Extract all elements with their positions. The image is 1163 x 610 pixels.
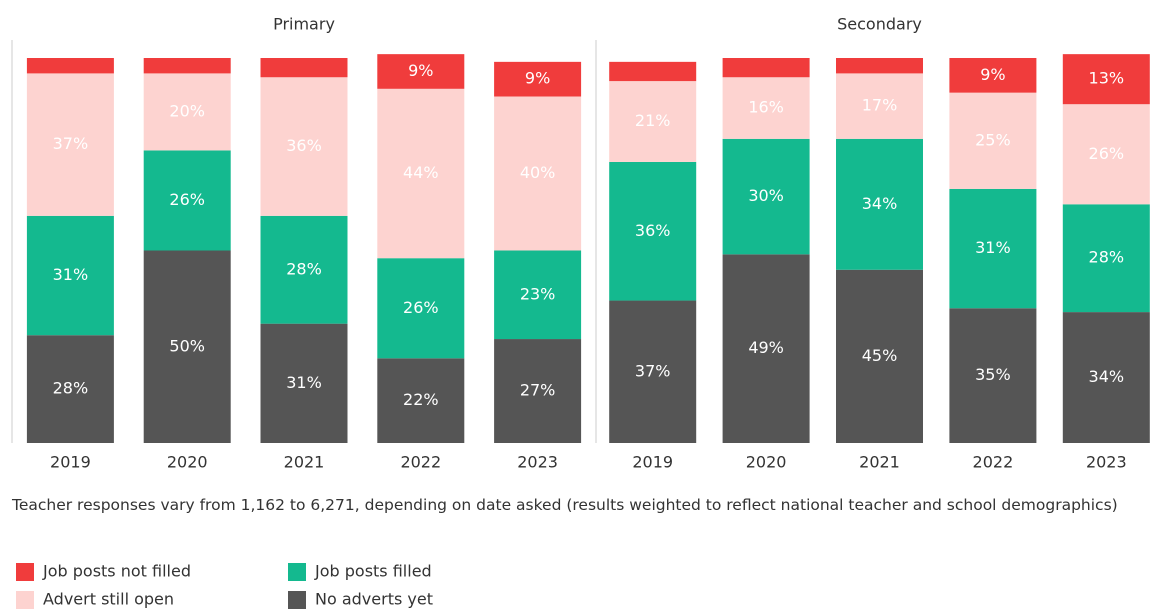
- legend-label: Advert still open: [43, 590, 174, 609]
- bar-segment: [1062, 104, 1150, 205]
- data-label: 23%: [520, 284, 556, 303]
- data-label: 40%: [520, 163, 556, 182]
- legend-label: Job posts not filled: [42, 562, 191, 581]
- data-label: 36%: [635, 221, 671, 240]
- bar-segment: [377, 88, 465, 259]
- data-label: 9%: [408, 61, 433, 80]
- data-label: 35%: [975, 365, 1011, 384]
- x-tick-label: 2021: [859, 453, 900, 472]
- data-label: 37%: [635, 361, 671, 380]
- legend-swatch: [16, 563, 34, 581]
- data-label: 13%: [1089, 69, 1125, 88]
- bar-segment: [260, 215, 348, 324]
- data-label: 16%: [748, 98, 784, 117]
- data-label: 26%: [169, 190, 205, 209]
- data-label: 34%: [862, 194, 898, 213]
- data-label: 31%: [975, 238, 1011, 257]
- data-label: 17%: [862, 96, 898, 115]
- bar-segment: [949, 308, 1037, 443]
- data-label: 36%: [286, 136, 322, 155]
- bar-segment: [26, 335, 114, 443]
- bar-segment: [377, 54, 465, 89]
- bar-segment: [722, 77, 810, 139]
- bar-segment: [722, 58, 810, 78]
- data-label: 44%: [403, 163, 439, 182]
- bar-segment: [836, 73, 923, 139]
- bar-segment: [609, 61, 697, 82]
- data-label: 34%: [1089, 367, 1125, 386]
- data-label: 25%: [975, 130, 1011, 149]
- legend-swatch: [288, 563, 306, 581]
- bar-segment: [949, 58, 1037, 93]
- bar-segment: [26, 58, 114, 74]
- bar-segment: [609, 161, 697, 301]
- bar-segment: [1062, 54, 1150, 105]
- data-label: 27%: [520, 381, 556, 400]
- x-tick-label: 2023: [1086, 453, 1127, 472]
- data-label: 21%: [635, 111, 671, 130]
- bar-segment: [836, 269, 923, 443]
- bar-segment: [143, 250, 231, 443]
- x-tick-label: 2022: [973, 453, 1014, 472]
- data-label: 30%: [748, 186, 784, 205]
- bar-segment: [836, 138, 923, 270]
- bar-segment: [143, 73, 231, 151]
- bar-segment: [609, 81, 697, 162]
- x-tick-label: 2023: [517, 453, 558, 472]
- data-label: 50%: [169, 336, 205, 355]
- data-label: 45%: [862, 346, 898, 365]
- bar-segment: [949, 92, 1037, 189]
- data-label: 22%: [403, 390, 439, 409]
- data-label: 31%: [286, 373, 322, 392]
- bar-segment: [377, 258, 465, 359]
- bar-segment: [494, 339, 582, 443]
- bar-segment: [609, 300, 697, 443]
- data-label: 28%: [53, 379, 89, 398]
- bar-segment: [377, 358, 465, 443]
- x-tick-label: 2021: [284, 453, 325, 472]
- bar-segment: [143, 150, 231, 251]
- legend-label: No adverts yet: [315, 590, 433, 609]
- legend-swatch: [16, 591, 34, 609]
- bar-segment: [494, 96, 582, 251]
- bar-segment: [260, 58, 348, 78]
- data-label: 49%: [748, 338, 784, 357]
- x-tick-label: 2022: [400, 453, 441, 472]
- bar-segment: [722, 254, 810, 443]
- data-label: 9%: [980, 65, 1005, 84]
- x-tick-label: 2019: [632, 453, 673, 472]
- legend-swatch: [288, 591, 306, 609]
- bar-segment: [494, 250, 582, 340]
- bar-segment: [722, 138, 810, 255]
- data-label: 28%: [1089, 248, 1125, 267]
- panel-title: Primary: [273, 15, 335, 34]
- bar-segment: [260, 77, 348, 216]
- data-label: 26%: [403, 298, 439, 317]
- panel-title: Secondary: [837, 15, 922, 34]
- bar-segment: [26, 73, 114, 216]
- legend-label: Job posts filled: [314, 562, 432, 581]
- x-tick-label: 2019: [50, 453, 91, 472]
- data-label: 31%: [53, 265, 89, 284]
- x-tick-label: 2020: [167, 453, 208, 472]
- bar-segment: [260, 323, 348, 443]
- x-tick-label: 2020: [746, 453, 787, 472]
- data-label: 37%: [53, 134, 89, 153]
- note: Teacher responses vary from 1,162 to 6,2…: [12, 496, 1118, 514]
- bar-segment: [836, 58, 923, 74]
- data-label: 20%: [169, 101, 205, 120]
- bar-segment: [1062, 204, 1150, 313]
- bar-segment: [494, 61, 582, 97]
- bar-segment: [26, 215, 114, 336]
- data-label: 9%: [525, 69, 550, 88]
- data-label: 28%: [286, 259, 322, 278]
- bar-segment: [1062, 312, 1150, 443]
- bar-segment: [143, 58, 231, 74]
- bar-segment: [949, 188, 1037, 309]
- data-label: 26%: [1089, 144, 1125, 163]
